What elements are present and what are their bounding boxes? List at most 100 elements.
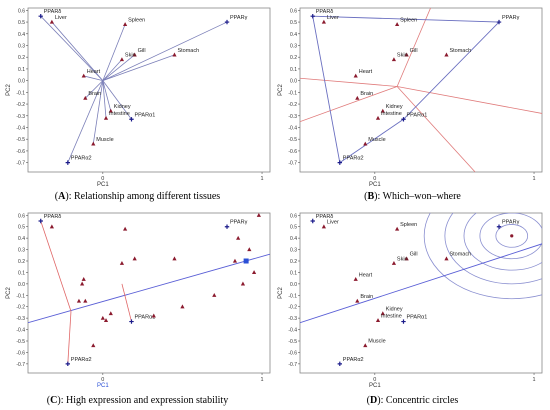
point-c-11 — [129, 319, 134, 324]
point-a-6 — [172, 52, 177, 57]
point-a-3 — [224, 19, 230, 25]
ideal-point-d — [510, 234, 514, 238]
point-label-d-8: Brain — [360, 294, 373, 300]
concentric-circle-d-0 — [495, 224, 529, 248]
caption-d: (D): Concentric circles — [366, 395, 459, 406]
caption-a-text: : Relationship among different tissues — [68, 191, 221, 202]
point-a-7 — [81, 73, 86, 78]
point-a-9 — [108, 108, 113, 113]
ytick-label-d-7: 0.0 — [290, 282, 297, 288]
xtick-label-b-1: 1 — [533, 176, 536, 182]
ytick-label-d-3: -0.4 — [288, 328, 297, 334]
point-a-8 — [83, 95, 88, 100]
sector-ray-b-3 — [396, 86, 476, 172]
point-label-b-12: Muscle — [368, 137, 385, 143]
ytick-label-c-10: 0.3 — [18, 248, 25, 254]
point-d-9 — [380, 311, 385, 316]
ytick-label-b-6: -0.1 — [288, 90, 297, 96]
point-d-2 — [395, 226, 400, 231]
point-c-3 — [224, 224, 230, 229]
point-label-b-5: Skin — [397, 53, 408, 59]
caption-b: (B): Which–won–where — [364, 191, 461, 202]
ytick-label-d-6: -0.1 — [288, 293, 297, 299]
ytick-label-c-1: -0.6 — [16, 350, 25, 356]
ytick-label-a-3: -0.4 — [16, 125, 25, 131]
point-a-2 — [123, 22, 128, 26]
concentric-circle-d-2 — [463, 213, 542, 271]
ytick-label-c-11: 0.4 — [18, 236, 25, 242]
ytick-label-d-0: -0.7 — [288, 362, 297, 368]
caption-b-text: : Which–won–where — [377, 191, 461, 202]
point-a-12 — [91, 141, 96, 146]
point-label-d-7: Heart — [359, 272, 373, 278]
point-label-a-11: PPARα1 — [134, 112, 155, 118]
vector-a-9 — [102, 80, 112, 112]
point-label-a-0: PPARδ — [44, 9, 62, 15]
ytick-label-b-5: -0.2 — [288, 102, 297, 108]
plot-frame-b — [299, 7, 543, 173]
point-label-d-13: PPARα2 — [343, 357, 364, 363]
point-c-22 — [151, 313, 156, 318]
plot-area-c: PPARδ PPARγ PPARα1 PPARα2 — [28, 213, 270, 367]
point-d-5 — [391, 260, 397, 265]
point-c-21 — [180, 304, 185, 309]
ytick-label-d-9: 0.2 — [290, 259, 297, 265]
ytick-label-c-5: -0.2 — [16, 305, 25, 311]
ytick-label-b-7: 0.0 — [290, 79, 297, 85]
point-c-14 — [256, 213, 261, 217]
point-c-18 — [251, 270, 257, 275]
point-label-d-9: Kidney — [386, 307, 403, 313]
point-a-1 — [49, 19, 54, 24]
point-b-10 — [375, 115, 381, 120]
projection-c-2 — [67, 311, 72, 364]
point-label-a-12: Muscle — [96, 137, 113, 143]
ytick-label-d-8: 0.1 — [290, 270, 297, 276]
average-axis-c — [28, 253, 270, 324]
point-c-25 — [80, 281, 85, 286]
caption-b-letter: B — [367, 191, 375, 202]
point-a-13 — [65, 160, 71, 165]
ytick-label-c-12: 0.5 — [18, 225, 25, 231]
ytick-label-d-10: 0.3 — [290, 248, 297, 254]
ytick-label-c-8: 0.1 — [18, 270, 25, 276]
xtick-label-d-0: 0 — [373, 377, 376, 383]
x-axis-label-d: PC1 — [369, 383, 381, 389]
point-label-b-4: Gill — [410, 48, 418, 54]
point-label-d-1: Liver — [327, 220, 339, 226]
plot-frame-c — [27, 212, 271, 374]
point-d-0 — [310, 218, 315, 224]
point-d-1 — [321, 224, 326, 229]
ytick-label-c-6: -0.1 — [16, 293, 25, 299]
point-label-d-11: PPARα1 — [406, 315, 427, 321]
point-label-a-7: Heart — [87, 69, 101, 75]
ytick-label-c-7: 0.0 — [18, 282, 25, 288]
ytick-label-c-13: 0.6 — [18, 213, 25, 219]
point-d-8 — [355, 298, 360, 303]
point-b-4 — [404, 52, 409, 57]
point-c-23 — [100, 315, 105, 320]
point-a-4 — [132, 52, 137, 57]
xtick-label-b-0: 0 — [373, 176, 376, 182]
ytick-label-a-6: -0.1 — [16, 90, 25, 96]
point-label-d-2: Spleen — [400, 222, 417, 228]
sector-ray-b-1 — [397, 86, 542, 114]
point-c-10 — [103, 318, 109, 323]
point-label-a-10: Intestine — [109, 111, 130, 117]
concentric-circle-d-1 — [479, 213, 542, 260]
point-d-7 — [353, 276, 358, 281]
sector-ray-b-4 — [300, 77, 398, 87]
vector-a-2 — [102, 24, 126, 81]
point-label-b-2: Spleen — [400, 17, 417, 23]
point-label-d-10: Intestine — [381, 313, 402, 319]
point-c-8 — [83, 298, 88, 303]
point-d-12 — [363, 343, 368, 348]
vector-a-4 — [102, 54, 135, 81]
point-d-3 — [496, 224, 502, 229]
point-b-12 — [363, 141, 368, 146]
plot-frame-d — [299, 212, 543, 374]
point-label-a-3: PPARγ — [230, 15, 248, 21]
